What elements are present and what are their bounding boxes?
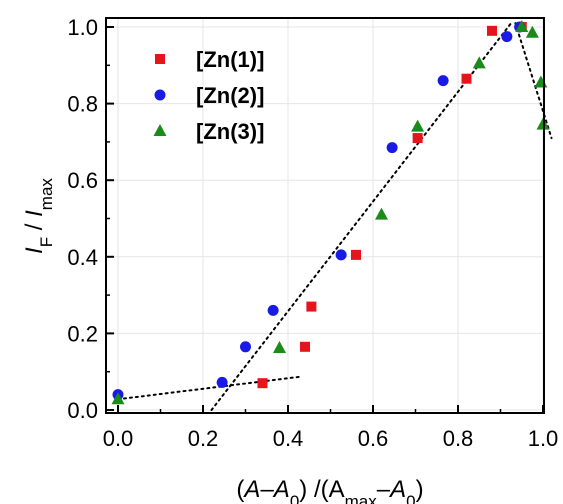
legend-label: [Zn(3)]: [196, 119, 264, 144]
y-tick-label: 0.8: [67, 92, 98, 117]
trend-line: [117, 375, 302, 401]
x-tick-label: 0.2: [188, 426, 219, 451]
data-point-square: [300, 341, 310, 352]
legend-label: [Zn(2)]: [196, 83, 264, 108]
data-point-triangle: [525, 25, 539, 38]
data-point-square: [412, 133, 423, 144]
x-tick-label: 1.0: [528, 426, 559, 451]
data-point-circle: [437, 75, 449, 87]
data-point-circle: [386, 142, 398, 154]
data-point-circle: [240, 341, 251, 353]
data-point-square: [461, 73, 472, 84]
data-point-circle: [216, 376, 228, 388]
x-axis-label: (A–A0) /(Amax–A0): [236, 476, 423, 504]
x-tick-label: 0.6: [358, 426, 389, 451]
y-tick-label: 0.2: [67, 321, 98, 346]
data-point-triangle: [411, 119, 425, 132]
data-point-square: [487, 25, 497, 36]
data-points: [111, 20, 550, 405]
x-tick-label: 0.0: [103, 426, 134, 451]
legend: [Zn(1)] [Zn(2)] [Zn(3)]: [153, 47, 264, 144]
x-tick-label: 0.4: [273, 426, 304, 451]
y-tick-label: 1.0: [67, 15, 98, 40]
legend-marker-square: [155, 54, 165, 64]
data-point-triangle: [515, 20, 529, 32]
y-tick-label: 0.6: [67, 168, 98, 193]
legend-marker-circle: [154, 89, 166, 101]
trend-line: [210, 22, 513, 411]
data-point-triangle: [472, 56, 486, 69]
data-point-circle: [267, 304, 279, 316]
data-point-triangle: [375, 207, 388, 220]
data-point-triangle: [534, 75, 548, 88]
y-axis-label: IF / Imax: [21, 178, 56, 254]
plot-frame: [105, 17, 545, 414]
data-point-circle: [335, 249, 347, 261]
grid: [106, 18, 544, 413]
data-point-triangle: [273, 340, 286, 353]
data-point-triangle: [111, 392, 125, 405]
data-point-square: [351, 249, 361, 260]
legend-label: [Zn(1)]: [196, 47, 264, 72]
x-tick-label: 0.8: [443, 426, 474, 451]
trend-lines: [117, 22, 553, 411]
axis-ticks: 0.0 0.2 0.4 0.6 0.8 1.0 0.0 0.2 0.4 0.6 0.8 1.0: [67, 15, 558, 451]
y-tick-label: 0.0: [67, 398, 98, 423]
legend-marker-triangle: [153, 124, 167, 136]
data-point-square: [306, 301, 317, 312]
data-point-square: [257, 378, 268, 389]
y-tick-label: 0.4: [67, 245, 98, 270]
data-point-circle: [501, 31, 513, 43]
trend-line: [514, 22, 553, 140]
